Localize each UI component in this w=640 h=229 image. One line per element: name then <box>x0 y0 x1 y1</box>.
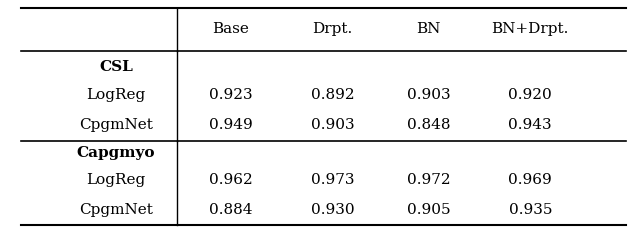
Text: BN: BN <box>416 22 440 35</box>
Text: 0.903: 0.903 <box>406 88 450 102</box>
Text: 0.848: 0.848 <box>406 118 450 132</box>
Text: 0.905: 0.905 <box>406 202 450 216</box>
Text: 0.973: 0.973 <box>311 173 355 187</box>
Text: 0.949: 0.949 <box>209 118 253 132</box>
Text: 0.969: 0.969 <box>508 173 552 187</box>
Text: 0.935: 0.935 <box>509 202 552 216</box>
Text: CSL: CSL <box>99 60 133 74</box>
Text: 0.884: 0.884 <box>209 202 253 216</box>
Text: 0.892: 0.892 <box>311 88 355 102</box>
Text: 0.943: 0.943 <box>508 118 552 132</box>
Text: Drpt.: Drpt. <box>312 22 353 35</box>
Text: CpgmNet: CpgmNet <box>79 118 153 132</box>
Text: 0.972: 0.972 <box>406 173 450 187</box>
Text: 0.962: 0.962 <box>209 173 253 187</box>
Text: 0.920: 0.920 <box>508 88 552 102</box>
Text: Base: Base <box>212 22 249 35</box>
Text: BN+Drpt.: BN+Drpt. <box>492 22 569 35</box>
Text: Capgmyo: Capgmyo <box>77 146 156 160</box>
Text: LogReg: LogReg <box>86 88 146 102</box>
Text: 0.923: 0.923 <box>209 88 253 102</box>
Text: 0.930: 0.930 <box>311 202 355 216</box>
Text: CpgmNet: CpgmNet <box>79 202 153 216</box>
Text: LogReg: LogReg <box>86 173 146 187</box>
Text: 0.903: 0.903 <box>311 118 355 132</box>
